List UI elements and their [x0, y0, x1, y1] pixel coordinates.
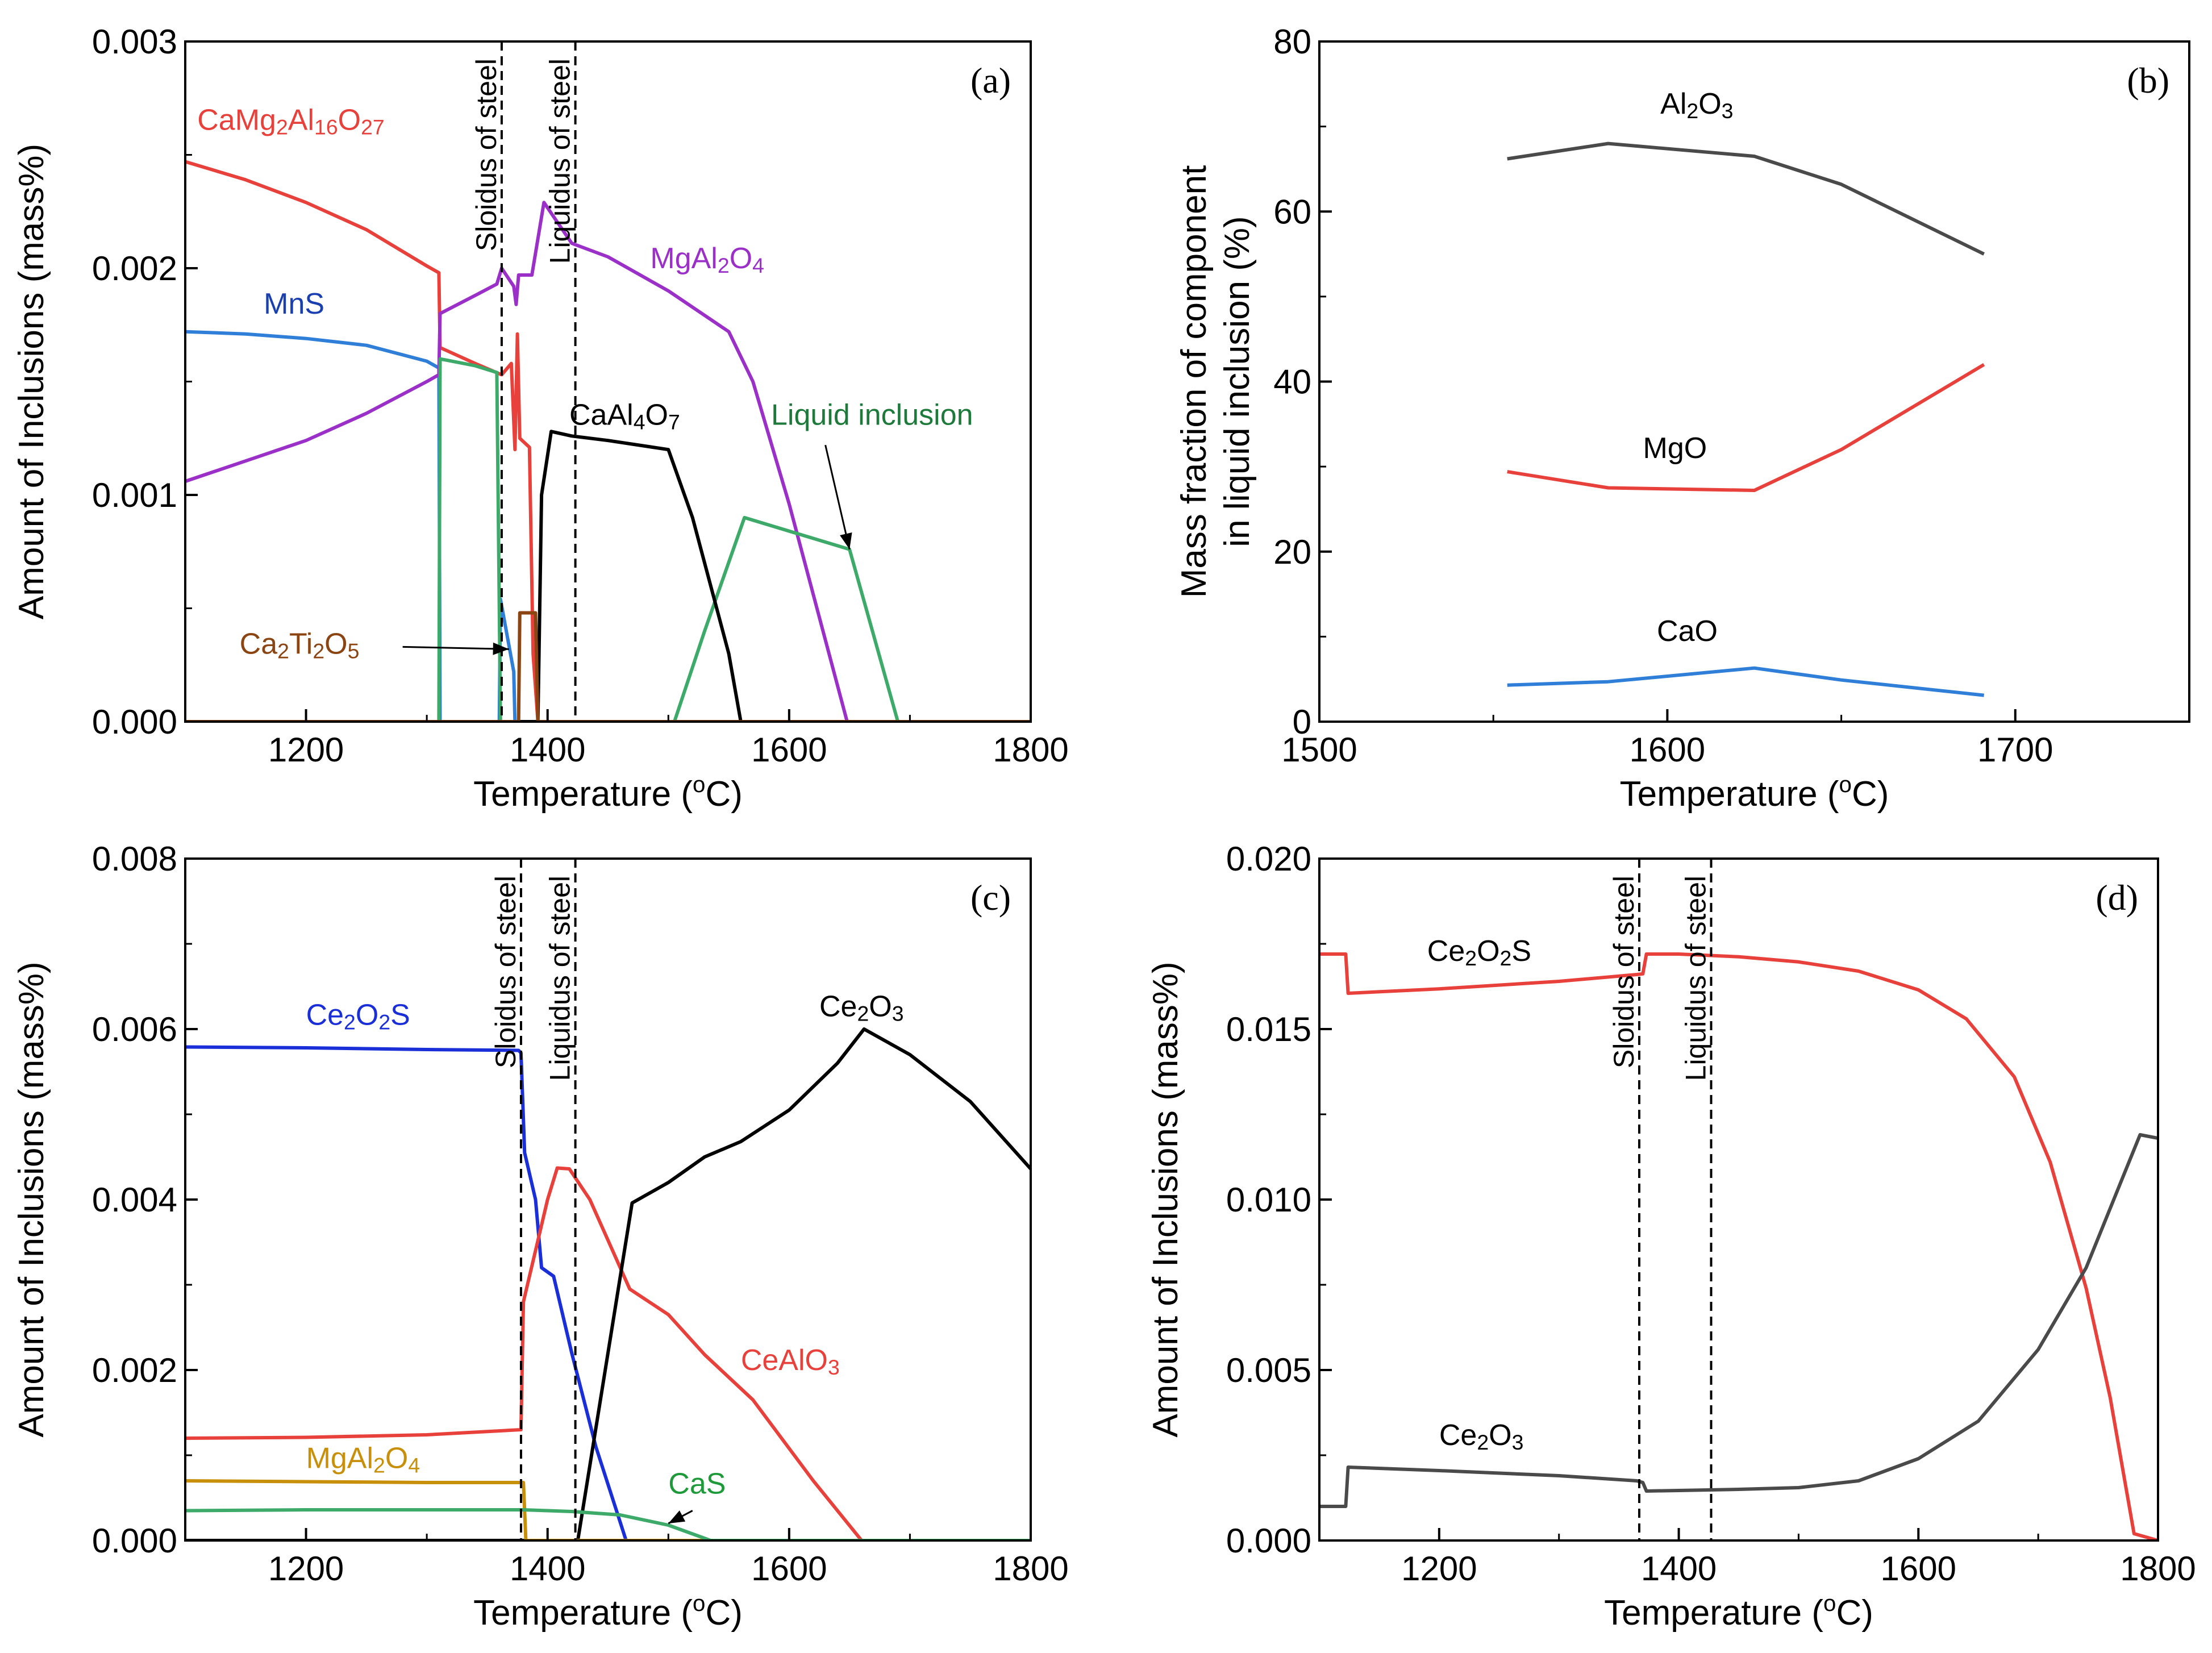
vline-label: Liquidus of steel: [544, 59, 576, 264]
panel-a: Sloidus of steel Liquidus of steel 1200 140…: [12, 23, 1069, 814]
series-line-mgal2o4: [185, 201, 1031, 722]
x-tick-label: 1200: [268, 731, 344, 769]
x-tick-label: 1400: [510, 1550, 585, 1588]
y-tick-label: 60: [1273, 193, 1311, 231]
series-line-cas: [185, 1508, 1031, 1540]
series-label-ce2o3: Ce2O3: [1439, 1419, 1524, 1454]
x-tick-label: 1400: [1641, 1550, 1717, 1588]
x-tick-label: 1800: [2120, 1550, 2196, 1588]
vline-label: Liquidus of steel: [1680, 876, 1712, 1081]
panel-c: Sloidus of steel Liquidus of steel 1200 140…: [12, 840, 1069, 1633]
y-tick-label: 0.001: [92, 476, 177, 514]
series-label-mns: MnS: [264, 288, 324, 320]
series-line-ca2ti2o5: [185, 611, 1031, 722]
series-label-al2o3: Al2O3: [1660, 88, 1733, 123]
series-group: [1319, 952, 2158, 1540]
panel-letter: (d): [2096, 877, 2138, 918]
series-line-ce2o3: [185, 1027, 1031, 1540]
series-label-mgo: MgO: [1643, 432, 1707, 465]
series-label-ca2ti2o5: Ca2Ti2O5: [240, 627, 360, 663]
panel-letter: (c): [970, 877, 1011, 918]
y-tick-label: 0.000: [92, 703, 177, 741]
y-tick-label: 0.008: [92, 840, 177, 878]
y-tick-label: 0.003: [92, 23, 177, 61]
x-tick-label: 1600: [751, 731, 827, 769]
series-label-mgal2o4: MgAl2O4: [306, 1442, 420, 1477]
axes-frame: [184, 40, 1032, 723]
x-tick-label: 1700: [1977, 731, 2053, 769]
panel-letter: (b): [2127, 60, 2169, 101]
x-tick-label: 1400: [510, 731, 585, 769]
y-tick-label: 0.000: [92, 1522, 177, 1560]
series-label-liquid-inclusion: Liquid inclusion: [771, 398, 973, 431]
series-line-ce2o3: [1319, 1133, 2158, 1508]
series-group: [1507, 141, 1985, 697]
x-tick-label: 1200: [1401, 1550, 1477, 1588]
series-line-mgo: [1507, 363, 1985, 492]
x-tick-label: 1800: [993, 1550, 1068, 1588]
x-axis-title: Temperature (oC): [473, 772, 743, 814]
series-line-ce2o2s: [185, 1045, 1031, 1540]
series-line-al2o3: [1507, 141, 1985, 256]
y-tick-label: 0.000: [1226, 1522, 1311, 1560]
series-line-mgal2o4: [185, 1479, 1031, 1540]
y-tick-label: 0.006: [92, 1010, 177, 1048]
vline-label: Liquidus of steel: [544, 876, 576, 1081]
x-tick-label: 1600: [751, 1550, 827, 1588]
series-line-cao: [1507, 666, 1985, 697]
series-label-camg2al16o27: CaMg2Al16O27: [197, 104, 384, 139]
panel-letter: (a): [970, 60, 1011, 101]
x-axis-title: Temperature (oC): [1620, 772, 1889, 814]
y-tick-label: 0.005: [1226, 1351, 1311, 1389]
series-label-cao: CaO: [1657, 615, 1718, 648]
axes-frame: [1318, 40, 2190, 723]
y-tick-label: 0.002: [92, 1351, 177, 1389]
y-tick-label: 40: [1273, 363, 1311, 401]
y-tick-label: 80: [1273, 23, 1311, 61]
series-label-ce2o2s: Ce2O2S: [1427, 935, 1531, 970]
series-label-caal4o7: CaAl4O7: [569, 398, 680, 434]
series-line-caal4o7: [185, 430, 1031, 722]
annotation-arrowhead: [493, 642, 509, 655]
x-axis-title: Temperature (oC): [1604, 1590, 1873, 1633]
x-tick-label: 1500: [1281, 731, 1357, 769]
x-tick-label: 1600: [1881, 1550, 1956, 1588]
annotation-arrow: [824, 444, 851, 550]
x-tick-label: 1800: [993, 731, 1068, 769]
series-line-cealo3: [185, 1166, 1031, 1540]
annotation-arrowhead: [668, 1510, 686, 1523]
x-tick-label: 1200: [268, 1550, 344, 1588]
series-label-ce2o3: Ce2O3: [819, 990, 904, 1026]
series-line-ce2o2s: [1319, 952, 2158, 1540]
y-tick-label: 0.020: [1226, 840, 1311, 878]
y-tick-label: 0: [1293, 703, 1311, 741]
series-label-cas: CaS: [668, 1468, 726, 1501]
y-tick-label: 0.004: [92, 1181, 177, 1219]
y-axis-title: Mass fraction of component in liquid incl…: [1174, 165, 1257, 598]
series-label-ce2o2s: Ce2O2S: [306, 999, 410, 1034]
vline-label: Sloidus of steel: [470, 59, 502, 251]
x-tick-label: 1600: [1630, 731, 1705, 769]
panel-d: Sloidus of steel Liquidus of steel 1200 140…: [1146, 840, 2196, 1633]
series-line-liquid-inclusion: [185, 357, 1031, 722]
annotation-arrow: [402, 646, 509, 650]
series-label-cealo3: CeAlO3: [741, 1344, 840, 1379]
y-tick-label: 20: [1273, 533, 1311, 571]
y-axis-title: Amount of Inclusions (mass%): [12, 144, 51, 619]
y-tick-label: 0.010: [1226, 1181, 1311, 1219]
y-tick-label: 0.002: [92, 249, 177, 288]
x-axis-title: Temperature (oC): [473, 1590, 743, 1633]
series-group: [185, 1027, 1031, 1540]
y-tick-label: 0.015: [1226, 1010, 1311, 1048]
series-line-mns: [185, 330, 1031, 722]
y-axis-title: Amount of Inclusions (mass%): [1146, 961, 1185, 1437]
vline-label: Sloidus of steel: [490, 876, 522, 1068]
annotation-arrowhead: [840, 532, 852, 549]
series-label-mgal2o4: MgAl2O4: [650, 242, 764, 277]
y-axis-title: Amount of Inclusions (mass%): [12, 961, 51, 1437]
vline-label: Sloidus of steel: [1608, 876, 1640, 1068]
panel-b: 1500 1600 1700 0 20 40 60 80 Temperature (oC) Mas…: [1174, 23, 2190, 814]
